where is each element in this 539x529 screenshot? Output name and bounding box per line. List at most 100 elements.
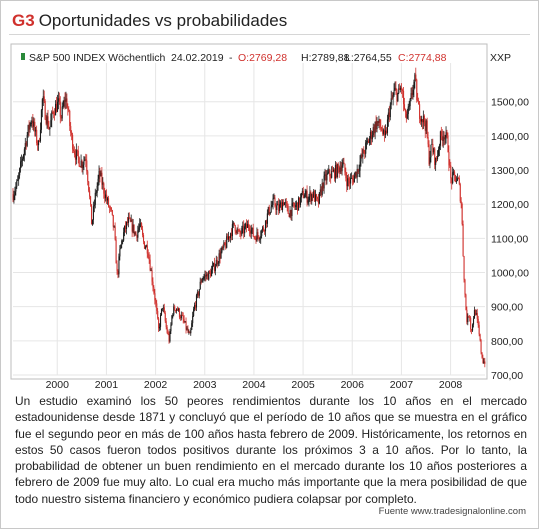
candle-body	[229, 233, 232, 238]
candle-body	[267, 207, 269, 214]
candle	[291, 197, 293, 221]
candle-body	[17, 179, 19, 181]
candle	[340, 162, 342, 175]
candle-body	[222, 246, 224, 248]
candle	[311, 193, 313, 205]
candle-body	[87, 171, 89, 182]
candle-body	[26, 134, 28, 146]
candle	[281, 199, 284, 213]
candle-body	[244, 226, 246, 234]
candle-body	[346, 178, 348, 187]
candle-body	[27, 125, 29, 135]
candle	[224, 242, 226, 246]
candle-body	[50, 120, 52, 127]
candle	[64, 92, 66, 110]
candle-body	[18, 175, 20, 180]
candle	[232, 221, 234, 229]
candle	[162, 304, 164, 313]
candle-body	[97, 178, 99, 186]
candle	[358, 164, 360, 178]
candle-body	[157, 310, 159, 319]
candle	[239, 228, 241, 238]
candle	[104, 187, 106, 204]
candle	[178, 307, 181, 320]
candle-body	[240, 233, 242, 235]
candle-body	[471, 329, 473, 331]
candle	[250, 224, 252, 239]
candle-body	[34, 121, 36, 132]
candle-body	[193, 309, 195, 317]
candle	[179, 314, 181, 321]
series-marker-icon	[21, 53, 25, 60]
candle-body	[431, 143, 433, 145]
candle	[241, 225, 243, 237]
candle-body	[450, 165, 452, 179]
candle-body	[412, 90, 414, 95]
candle	[416, 78, 418, 103]
candle-body	[202, 278, 204, 280]
candle	[226, 233, 228, 249]
candle	[471, 328, 473, 335]
candle	[437, 150, 439, 162]
candle	[103, 181, 105, 199]
candle	[312, 191, 314, 202]
candle	[67, 103, 69, 116]
candle	[356, 164, 358, 183]
candle	[161, 308, 163, 312]
candle	[195, 293, 198, 311]
candle	[116, 260, 118, 275]
candle-body	[335, 165, 337, 178]
candle	[365, 139, 367, 158]
candle	[60, 114, 62, 122]
candle	[459, 182, 461, 203]
candle-body	[238, 230, 240, 231]
candle-body	[81, 160, 83, 168]
candle	[270, 200, 272, 213]
candle	[408, 100, 410, 112]
candle-body	[364, 153, 366, 155]
candle-body	[307, 200, 309, 203]
candle	[276, 201, 278, 215]
candle	[217, 261, 219, 267]
candle	[420, 115, 422, 125]
candle	[68, 106, 70, 113]
candle-body	[148, 256, 150, 260]
candle-body	[381, 128, 383, 131]
candle	[436, 156, 438, 163]
candle-body	[330, 176, 332, 178]
candle	[304, 188, 306, 198]
candle	[95, 190, 97, 197]
candle	[482, 354, 484, 364]
candle	[438, 143, 441, 157]
candle	[387, 108, 389, 127]
candle	[265, 219, 267, 229]
candle	[36, 125, 38, 146]
candle-body	[234, 225, 236, 232]
candle-body	[416, 79, 418, 100]
body-paragraph: Un estudio examinó los 50 peores rendimi…	[15, 394, 527, 506]
candle-body	[261, 230, 263, 236]
candle-body	[53, 112, 55, 115]
candle-body	[104, 193, 106, 199]
candle-body	[219, 253, 221, 259]
candle-body	[125, 221, 128, 229]
candle	[45, 114, 47, 126]
candle	[361, 147, 363, 159]
candle	[26, 131, 28, 148]
candle-body	[365, 142, 367, 154]
candle	[42, 89, 44, 106]
candle	[397, 92, 399, 103]
candle	[150, 268, 152, 272]
candle-body	[475, 313, 477, 315]
y-tick-label: 900,00	[491, 302, 523, 314]
candle	[220, 247, 222, 260]
candle-body	[279, 204, 281, 211]
candle	[326, 170, 328, 185]
candle	[364, 149, 366, 159]
candle-body	[448, 151, 450, 166]
candle	[269, 211, 271, 216]
candle	[148, 252, 150, 264]
candle	[259, 237, 261, 243]
candle	[126, 217, 129, 226]
candle	[297, 202, 299, 215]
